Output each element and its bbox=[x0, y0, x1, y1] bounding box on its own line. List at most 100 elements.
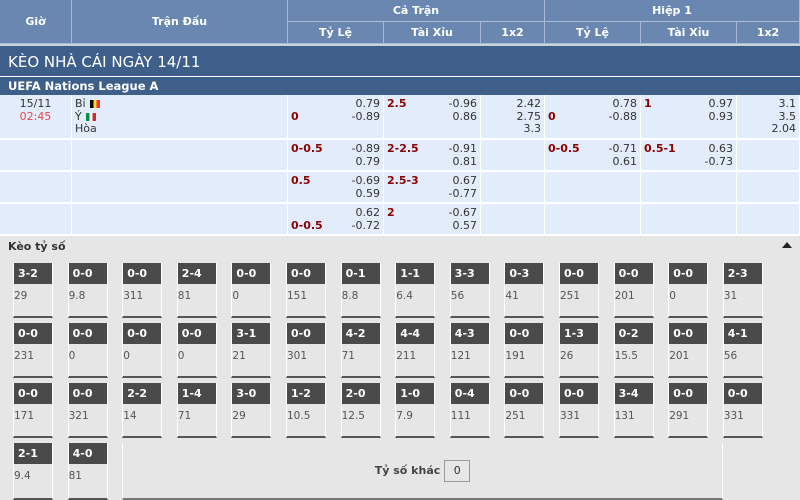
correct-score-item[interactable]: 1-2 10.5 bbox=[286, 383, 326, 438]
odds-value[interactable]: -0.89 bbox=[351, 109, 380, 123]
odds-value[interactable]: 0.67 bbox=[452, 174, 478, 187]
odds-value[interactable]: 0.86 bbox=[452, 109, 478, 123]
odds-value[interactable]: 2.75 bbox=[516, 109, 542, 123]
correct-score-item[interactable]: 4-0 81 bbox=[67, 443, 108, 500]
odds-value[interactable]: -0.89 bbox=[351, 142, 380, 155]
odds-value[interactable]: 3.3 bbox=[523, 122, 542, 135]
other-scores-value[interactable]: 0 bbox=[444, 459, 471, 482]
odds-value[interactable]: -0.88 bbox=[608, 109, 637, 123]
correct-score-item[interactable]: 0-0 0 bbox=[668, 263, 709, 318]
col-h1-1x2: 1x2 bbox=[737, 22, 800, 44]
correct-score-item[interactable]: 0-0 301 bbox=[286, 323, 326, 378]
odds-value[interactable]: 0.59 bbox=[355, 186, 381, 200]
ft-over-under-cell: 2-2.5 -0.91 0.81 bbox=[384, 140, 481, 170]
odds-value[interactable]: -0.72 bbox=[351, 218, 380, 232]
correct-score-item[interactable]: 0-0 251 bbox=[504, 383, 545, 438]
correct-score-item[interactable]: 4-3 121 bbox=[449, 323, 490, 378]
score-label: 0-0 bbox=[287, 263, 325, 284]
odds-value[interactable]: 0.79 bbox=[355, 97, 381, 110]
score-odds: 0 bbox=[232, 290, 240, 302]
correct-score-item[interactable]: 1-0 7.9 bbox=[395, 383, 436, 438]
correct-score-item[interactable]: 4-2 71 bbox=[340, 323, 381, 378]
correct-score-item[interactable]: 4-4 211 bbox=[395, 323, 436, 378]
col-ft-1x2: 1x2 bbox=[481, 22, 545, 44]
correct-score-item[interactable]: 0-0 9.8 bbox=[67, 263, 108, 318]
correct-score-item[interactable]: 0-0 0 bbox=[231, 263, 272, 318]
ft-1x2-cell bbox=[481, 140, 545, 170]
odds-value[interactable]: -0.73 bbox=[704, 154, 733, 168]
caret-up-icon[interactable] bbox=[782, 242, 792, 248]
odds-value[interactable]: -0.71 bbox=[608, 142, 637, 155]
home-team[interactable]: Bỉ bbox=[75, 97, 284, 111]
correct-score-item[interactable]: 0-0 201 bbox=[668, 323, 709, 378]
ft-1x2-cell: 2.42 2.75 3.3 bbox=[481, 95, 545, 138]
correct-score-item[interactable]: 2-1 9.4 bbox=[13, 443, 53, 500]
odds-value[interactable]: 0.61 bbox=[612, 154, 638, 168]
correct-score-item[interactable]: 1-1 6.4 bbox=[395, 263, 436, 318]
score-odds: 31 bbox=[723, 290, 738, 302]
correct-score-item[interactable]: 1-3 26 bbox=[559, 323, 599, 378]
correct-score-item[interactable]: 0-0 251 bbox=[559, 263, 599, 318]
correct-score-item[interactable]: 0-0 191 bbox=[504, 323, 545, 378]
handicap-line: 2.5-3 bbox=[387, 174, 419, 187]
odds-value[interactable]: 0.78 bbox=[612, 97, 638, 110]
h1-1x2-cell bbox=[737, 140, 800, 170]
odds-value[interactable]: -0.67 bbox=[448, 206, 477, 219]
correct-score-item[interactable]: 3-3 56 bbox=[449, 263, 490, 318]
correct-score-item[interactable]: 0-0 321 bbox=[67, 383, 108, 438]
score-odds: 26 bbox=[560, 350, 574, 362]
correct-score-item[interactable]: 0-0 331 bbox=[722, 383, 763, 438]
odds-value[interactable]: 0.57 bbox=[452, 218, 478, 232]
odds-value[interactable]: 0.62 bbox=[355, 206, 381, 219]
score-label: 4-2 bbox=[341, 323, 380, 344]
odds-value[interactable]: -0.69 bbox=[351, 174, 380, 187]
odds-value[interactable]: 3.1 bbox=[778, 97, 797, 110]
odds-value[interactable]: 0.93 bbox=[708, 109, 734, 123]
correct-score-item[interactable]: 0-1 8.8 bbox=[340, 263, 381, 318]
correct-score-item[interactable]: 0-0 201 bbox=[613, 263, 654, 318]
h1-over-under-cell: 1 0.97 0.93 bbox=[641, 95, 737, 138]
correct-score-item[interactable]: 0-0 171 bbox=[13, 383, 53, 438]
correct-score-item[interactable]: 0-0 311 bbox=[122, 263, 163, 318]
odds-value[interactable]: 2.04 bbox=[771, 122, 797, 135]
correct-score-item[interactable]: 0-0 0 bbox=[176, 323, 217, 378]
odds-value[interactable]: 0.79 bbox=[355, 154, 381, 168]
correct-score-item[interactable]: 3-4 131 bbox=[613, 383, 654, 438]
odds-value[interactable]: 3.5 bbox=[778, 109, 797, 123]
correct-score-item[interactable]: 2-2 14 bbox=[122, 383, 163, 438]
correct-score-item[interactable]: 0-0 0 bbox=[67, 323, 108, 378]
correct-score-item[interactable]: 0-0 231 bbox=[13, 323, 53, 378]
correct-score-item[interactable]: 2-3 31 bbox=[722, 263, 763, 318]
correct-score-item[interactable]: 3-0 29 bbox=[231, 383, 272, 438]
correct-score-item[interactable]: 0-3 41 bbox=[504, 263, 545, 318]
keo-ty-so-header[interactable]: Kèo tỷ số bbox=[0, 236, 800, 258]
correct-score-item[interactable]: 0-0 291 bbox=[668, 383, 709, 438]
score-odds: 311 bbox=[123, 290, 144, 302]
match-date: 15/11 bbox=[19, 97, 52, 110]
correct-score-item[interactable]: 2-0 12.5 bbox=[340, 383, 381, 438]
correct-score-item[interactable]: 0-4 111 bbox=[449, 383, 490, 438]
odds-value[interactable]: 2.42 bbox=[516, 97, 542, 110]
correct-score-item[interactable]: 0-0 331 bbox=[559, 383, 599, 438]
odds-value[interactable]: -0.77 bbox=[448, 186, 477, 200]
score-odds: 0 bbox=[177, 350, 185, 362]
score-label: 2-2 bbox=[123, 383, 162, 404]
away-team[interactable]: Ý bbox=[75, 110, 284, 124]
correct-score-item[interactable]: 0-2 15.5 bbox=[613, 323, 654, 378]
odds-value[interactable]: 0.97 bbox=[708, 97, 734, 110]
correct-score-item[interactable]: 0-0 151 bbox=[286, 263, 326, 318]
correct-score-item[interactable]: 3-2 29 bbox=[13, 263, 53, 318]
odds-value[interactable]: 0.63 bbox=[708, 142, 734, 155]
handicap-line: 0.5-1 bbox=[644, 142, 676, 155]
correct-score-item[interactable]: 4-1 56 bbox=[722, 323, 763, 378]
odds-value[interactable]: -0.96 bbox=[448, 97, 477, 110]
league-name[interactable]: UEFA Nations League A bbox=[0, 76, 800, 95]
correct-score-item[interactable]: 2-4 81 bbox=[176, 263, 217, 318]
odds-value[interactable]: 0.81 bbox=[452, 154, 478, 168]
correct-score-item[interactable]: 1-4 71 bbox=[176, 383, 217, 438]
score-label: 0-1 bbox=[341, 263, 380, 284]
correct-score-item[interactable]: 0-0 0 bbox=[122, 323, 163, 378]
correct-score-item[interactable]: 3-1 21 bbox=[231, 323, 272, 378]
odds-value[interactable]: -0.91 bbox=[448, 142, 477, 155]
score-label: 3-1 bbox=[232, 323, 271, 344]
